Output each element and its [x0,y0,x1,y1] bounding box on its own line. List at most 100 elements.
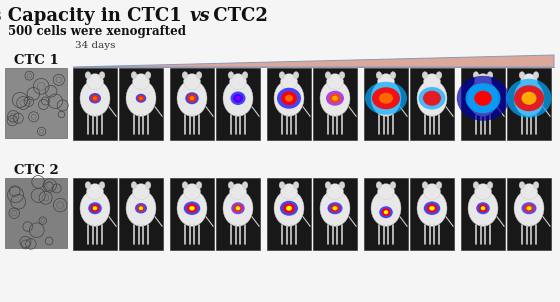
Ellipse shape [231,202,245,214]
Ellipse shape [283,203,295,213]
Ellipse shape [390,72,396,79]
Text: 500 cells were xenografted: 500 cells were xenografted [8,25,186,38]
Ellipse shape [135,203,147,214]
Ellipse shape [365,82,407,115]
Bar [267,68,311,140]
Ellipse shape [230,74,246,90]
Bar [170,68,214,140]
Ellipse shape [377,74,394,90]
Text: vs: vs [190,7,211,25]
Ellipse shape [279,182,285,189]
Ellipse shape [427,204,437,213]
Ellipse shape [376,72,382,79]
Bar [216,178,260,250]
Ellipse shape [228,72,234,79]
Ellipse shape [376,182,382,189]
Ellipse shape [320,80,350,116]
Ellipse shape [514,190,544,226]
Ellipse shape [234,204,242,212]
Ellipse shape [473,72,479,79]
Ellipse shape [521,202,536,214]
Ellipse shape [285,95,293,102]
Ellipse shape [281,74,297,90]
Ellipse shape [230,184,246,200]
Ellipse shape [87,184,104,200]
Ellipse shape [476,202,490,214]
Ellipse shape [279,72,285,79]
Ellipse shape [521,92,536,105]
Ellipse shape [88,202,102,214]
Ellipse shape [381,208,390,216]
Ellipse shape [320,190,350,226]
Ellipse shape [326,91,344,106]
Ellipse shape [521,184,538,200]
Ellipse shape [475,74,491,90]
Ellipse shape [274,190,304,226]
Ellipse shape [457,76,509,121]
Ellipse shape [85,72,91,79]
Ellipse shape [333,206,338,210]
Ellipse shape [93,97,97,100]
Ellipse shape [133,74,150,90]
Ellipse shape [487,182,493,189]
Ellipse shape [468,190,498,226]
Ellipse shape [326,74,343,90]
Ellipse shape [339,182,345,189]
Ellipse shape [325,72,331,79]
Bar [73,178,117,250]
Bar [410,68,454,140]
Ellipse shape [330,204,340,212]
Bar [216,68,260,140]
Ellipse shape [137,205,145,212]
Ellipse shape [417,190,447,226]
Ellipse shape [93,206,97,210]
Ellipse shape [242,72,248,79]
Ellipse shape [436,72,442,79]
Bar [507,68,551,140]
Ellipse shape [189,206,195,210]
Ellipse shape [236,96,240,101]
Ellipse shape [196,72,202,79]
Ellipse shape [184,201,200,215]
Polygon shape [73,55,554,67]
Ellipse shape [480,206,486,210]
Ellipse shape [233,94,243,103]
Ellipse shape [423,74,440,90]
Ellipse shape [223,80,253,116]
Ellipse shape [475,184,491,200]
Ellipse shape [422,182,428,189]
Ellipse shape [473,182,479,189]
Ellipse shape [514,80,544,116]
Ellipse shape [533,182,539,189]
Text: Metastasis Capacity in CTC1: Metastasis Capacity in CTC1 [0,7,188,25]
Ellipse shape [379,206,393,218]
Bar [364,178,408,250]
Bar [119,68,163,140]
Ellipse shape [138,95,144,101]
Ellipse shape [326,184,343,200]
Ellipse shape [186,204,198,213]
Ellipse shape [329,93,341,103]
Ellipse shape [519,182,525,189]
Ellipse shape [277,88,301,109]
Bar [73,68,117,140]
Ellipse shape [281,184,297,200]
Ellipse shape [468,80,498,116]
Ellipse shape [177,190,207,226]
Ellipse shape [430,206,435,210]
Ellipse shape [231,92,245,105]
Ellipse shape [328,202,343,214]
Ellipse shape [524,204,534,212]
Ellipse shape [436,182,442,189]
Bar [410,178,454,250]
Ellipse shape [372,87,400,109]
Ellipse shape [423,91,441,106]
Ellipse shape [196,182,202,189]
Bar [170,178,214,250]
Ellipse shape [80,190,110,226]
Bar [461,68,505,140]
Ellipse shape [417,80,447,116]
Ellipse shape [131,72,137,79]
Ellipse shape [506,79,552,118]
Ellipse shape [423,184,440,200]
